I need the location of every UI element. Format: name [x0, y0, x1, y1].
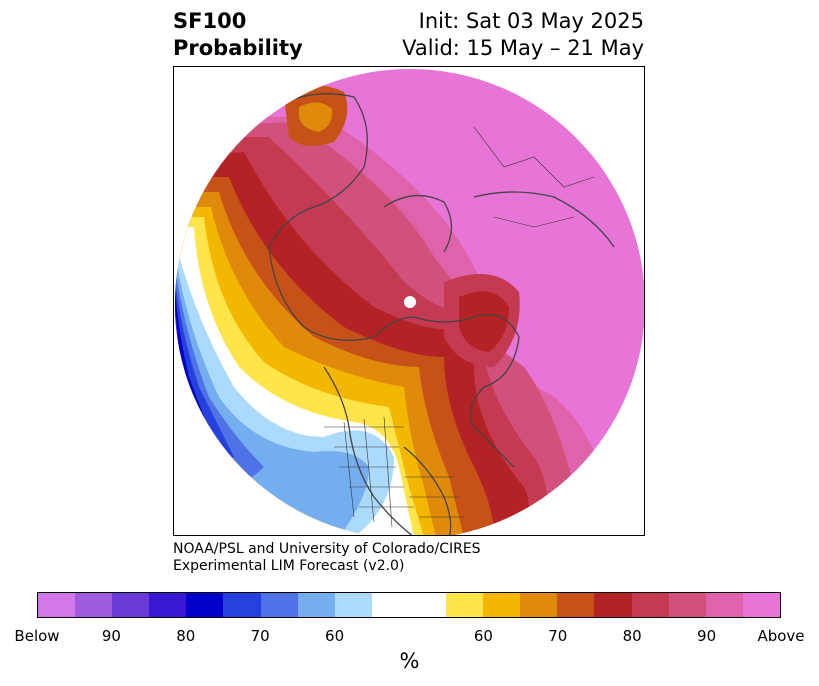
colorbar-segment — [483, 593, 521, 617]
colorbar-segment — [446, 593, 484, 617]
colorbar-segment — [557, 593, 595, 617]
pole-marker — [404, 296, 416, 308]
colorbar-segment — [742, 593, 780, 617]
colorbar-segment — [149, 593, 187, 617]
colorbar-tick-label: Below — [14, 627, 60, 645]
colorbar-segment — [223, 593, 261, 617]
credit-line2: Experimental LIM Forecast (v2.0) — [173, 558, 405, 574]
valid-range: Valid: 15 May – 21 May — [402, 36, 644, 60]
colorbar-segment — [371, 593, 409, 617]
init-date: Init: Sat 03 May 2025 — [418, 9, 644, 33]
colorbar-segment — [520, 593, 558, 617]
colorbar-tick-label: 90 — [101, 627, 121, 645]
colorbar-segment — [594, 593, 632, 617]
colorbar-segment — [334, 593, 372, 617]
credit-line1: NOAA/PSL and University of Colorado/CIRE… — [173, 541, 481, 557]
colorbar-segment — [75, 593, 113, 617]
colorbar-tick-label: 70 — [548, 627, 568, 645]
colorbar-segment — [112, 593, 150, 617]
polar-map — [175, 69, 644, 535]
colorbar-segment — [408, 593, 447, 617]
colorbar-tick-label: 60 — [473, 627, 493, 645]
credit: NOAA/PSL and University of Colorado/CIRE… — [173, 541, 481, 575]
colorbar-segment — [186, 593, 224, 617]
colorbar-segment — [297, 593, 335, 617]
colorbar-units: % — [399, 649, 420, 673]
colorbar-segment — [668, 593, 706, 617]
colorbar-tick-label: 60 — [325, 627, 345, 645]
colorbar-segment — [260, 593, 298, 617]
colorbar-segment — [631, 593, 669, 617]
product-subtitle: Probability — [173, 36, 303, 60]
colorbar-segment — [705, 593, 743, 617]
product-name: SF100 — [173, 9, 247, 33]
political-borders — [324, 126, 595, 528]
field-siberia-65 — [299, 102, 333, 132]
colorbar-tick-label: 90 — [697, 627, 717, 645]
product-title: SF100 Probability — [173, 8, 303, 62]
field-hudson-75 — [459, 291, 509, 352]
forecast-dates: Init: Sat 03 May 2025 Valid: 15 May – 21… — [402, 8, 644, 62]
colorbar-tick-label: 80 — [622, 627, 642, 645]
colorbar-tick-label: 80 — [176, 627, 196, 645]
map-panel — [173, 66, 645, 536]
colorbar-tick-label: Above — [757, 627, 805, 645]
colorbar-segment — [38, 593, 76, 617]
colorbar-tick-label: 70 — [250, 627, 270, 645]
colorbar — [37, 592, 781, 618]
